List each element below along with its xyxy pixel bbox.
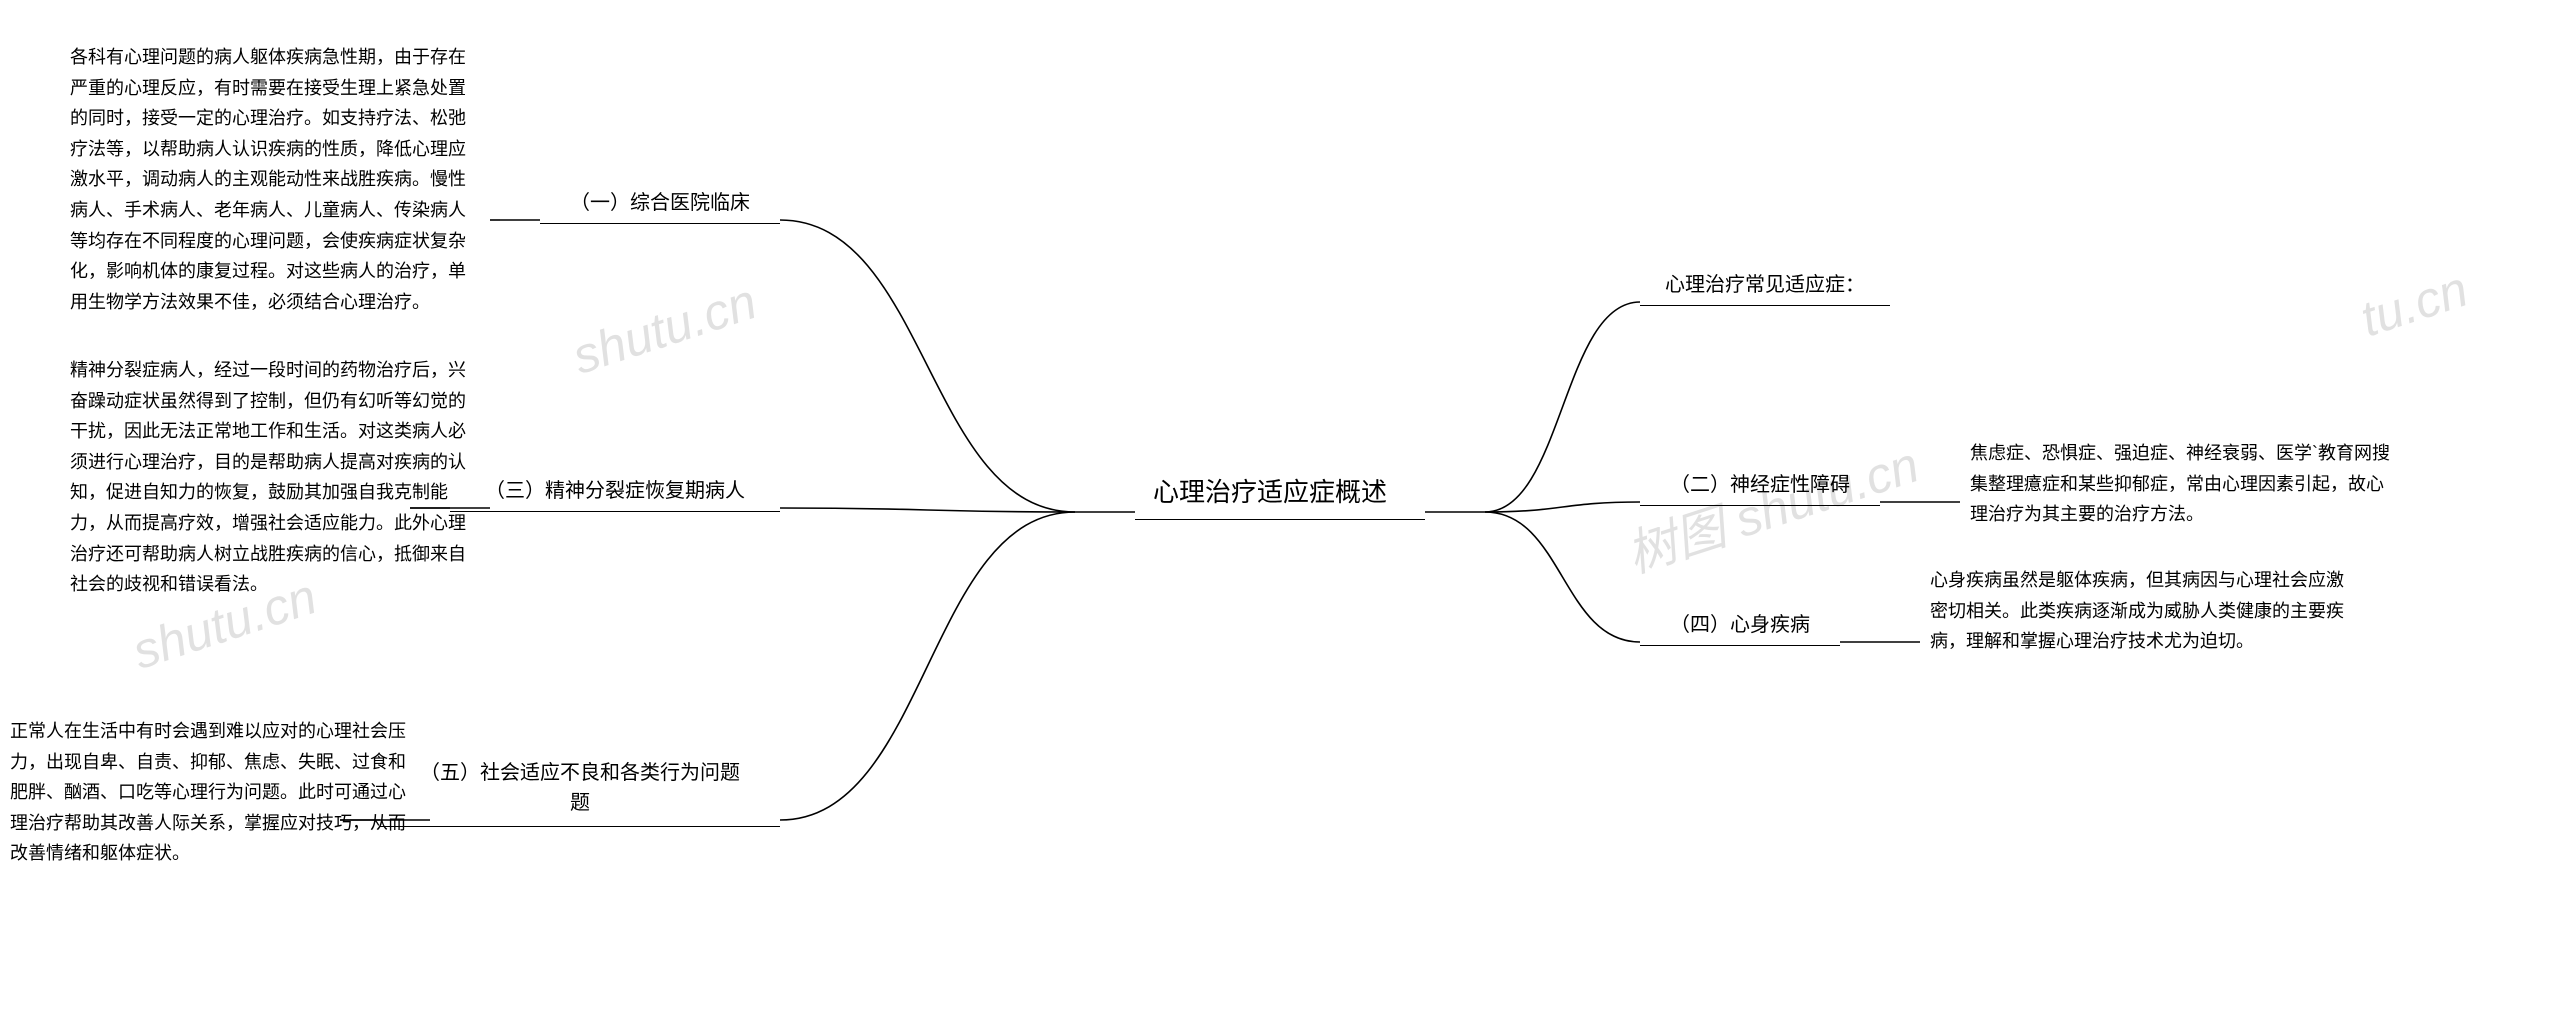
detail-r2: 心身疾病虽然是躯体疾病，但其病因与心理社会应激密切相关。此类疾病逐渐成为威胁人类…	[1930, 565, 2360, 657]
branch-l2[interactable]: （五）社会适应不良和各类行为问题题	[380, 750, 780, 827]
center-node[interactable]: 心理治疗适应症概述	[1135, 462, 1425, 520]
detail-l0: 各科有心理问题的病人躯体疾病急性期，由于存在严重的心理反应，有时需要在接受生理上…	[70, 42, 480, 317]
branch-l1[interactable]: （三）精神分裂症恢复期病人	[450, 466, 780, 512]
branch-l2-line2: 题	[394, 788, 766, 818]
branch-r1[interactable]: （二）神经症性障碍	[1640, 460, 1880, 506]
branch-r0[interactable]: 心理治疗常见适应症：	[1640, 260, 1890, 306]
branch-l2-line1: （五）社会适应不良和各类行为问题	[394, 758, 766, 788]
watermark-2: 树图 shutu.cn	[1616, 425, 1926, 587]
branch-r2[interactable]: （四）心身疾病	[1640, 600, 1840, 646]
detail-l1: 精神分裂症病人，经过一段时间的药物治疗后，兴奋躁动症状虽然得到了控制，但仍有幻听…	[70, 355, 480, 600]
watermark-0: shutu.cn	[566, 272, 764, 386]
detail-r1: 焦虑症、恐惧症、强迫症、神经衰弱、医学`教育网搜集整理癔症和某些抑郁症，常由心理…	[1970, 438, 2400, 530]
watermark-3: tu.cn	[2354, 260, 2475, 349]
branch-l0[interactable]: （一）综合医院临床	[540, 178, 780, 224]
mindmap-canvas: shutu.cn shutu.cn 树图 shutu.cn tu.cn 心理治疗…	[0, 0, 2560, 1025]
detail-l2: 正常人在生活中有时会遇到难以应对的心理社会压力，出现自卑、自责、抑郁、焦虑、失眠…	[10, 716, 420, 869]
